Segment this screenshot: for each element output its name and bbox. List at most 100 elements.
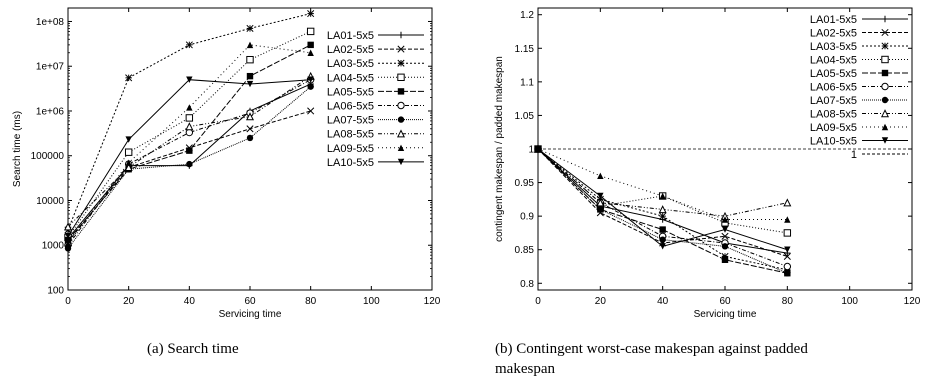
data-point: [307, 107, 315, 115]
data-point: [246, 41, 254, 49]
data-point: [124, 163, 133, 172]
legend-label: LA01-5x5: [810, 14, 857, 26]
data-point: [64, 236, 72, 244]
legend-marker: [881, 96, 889, 104]
data-point: [124, 148, 133, 156]
data-point: [597, 172, 604, 180]
x-tick-label: 100: [841, 296, 858, 307]
data-point: [186, 160, 193, 168]
data-point: [246, 125, 254, 133]
data-point: [186, 76, 193, 83]
y-tick-label: 1.05: [515, 111, 535, 122]
series-line: [537, 148, 788, 220]
data-point: [307, 49, 314, 56]
data-point: [721, 226, 729, 233]
legend-label: LA05-5x5: [327, 86, 374, 98]
legend-marker: [881, 69, 889, 77]
caption-right-line1: (b) Contingent worst-case makespan again…: [495, 341, 808, 357]
data-point: [64, 245, 72, 252]
legend-marker: [881, 42, 889, 50]
data-point: [185, 114, 194, 122]
x-tick-label: 0: [65, 296, 71, 307]
y-tick-label: 1000: [42, 241, 65, 252]
data-point: [721, 232, 729, 240]
legend-label: LA03-5x5: [327, 58, 374, 70]
y-axis-label: Search time (ms): [12, 111, 23, 187]
data-point: [784, 216, 791, 223]
legend-marker: [397, 59, 405, 67]
series-LA10-5x5: [534, 145, 791, 253]
data-point: [659, 243, 666, 250]
series-LA03-5x5: [64, 10, 315, 234]
series-LA08-5x5: [63, 71, 315, 231]
x-tick-label: 100: [363, 296, 380, 307]
y-tick-label: 1.1: [520, 77, 534, 88]
data-point: [245, 112, 255, 121]
y-axis-label: contingent makespan / padded makespan: [494, 56, 505, 242]
series-LA09-5x5: [64, 41, 314, 247]
data-point: [721, 243, 729, 250]
data-point: [185, 41, 193, 49]
legend-marker: [397, 31, 405, 39]
legend-label: LA09-5x5: [810, 122, 857, 134]
data-point: [659, 212, 667, 220]
legend-marker: [881, 55, 889, 64]
legend-marker: [881, 15, 889, 23]
x-tick-label: 0: [535, 296, 541, 307]
y-tick-label: 1.2: [520, 10, 534, 21]
legend-marker: [397, 101, 405, 110]
data-point: [659, 236, 666, 243]
legend-label: LA09-5x5: [327, 143, 374, 155]
data-point: [246, 80, 254, 88]
data-point: [185, 122, 194, 131]
x-tick-label: 40: [184, 296, 196, 307]
data-point: [597, 192, 604, 200]
x-axis-label: Servicing time: [219, 309, 282, 320]
legend-label: LA10-5x5: [810, 136, 857, 148]
legend-marker: [397, 45, 405, 53]
data-point: [307, 83, 314, 90]
data-point: [307, 41, 314, 49]
y-tick-label: 10000: [36, 196, 64, 207]
y-tick-label: 0.85: [515, 245, 535, 256]
legend-marker: [881, 137, 889, 144]
legend-label: LA02-5x5: [327, 44, 374, 56]
legend-marker: [397, 73, 405, 81]
data-point: [596, 198, 605, 207]
x-tick-label: 60: [719, 296, 731, 307]
data-point: [307, 76, 314, 83]
x-tick-label: 60: [244, 296, 256, 307]
data-point: [125, 74, 133, 82]
y-tick-label: 1e+06: [36, 106, 65, 117]
legend-marker: [396, 129, 406, 138]
x-axis-label: Servicing time: [694, 309, 757, 320]
legend-label: LA06-5x5: [327, 101, 374, 113]
x-tick-label: 120: [424, 296, 441, 307]
data-point: [186, 104, 193, 111]
legend-marker: [881, 123, 889, 131]
legend: LA01-5x5LA02-5x5LA03-5x5LA04-5x5LA05-5x5…: [810, 14, 908, 161]
y-tick-label: 1e+07: [36, 62, 65, 73]
legend-marker: [397, 144, 405, 151]
data-point: [306, 27, 315, 36]
series-LA10-5x5: [64, 76, 314, 240]
y-tick-label: 100000: [31, 151, 65, 162]
data-point: [783, 229, 792, 237]
data-point: [246, 134, 254, 142]
legend-label: LA05-5x5: [810, 68, 857, 80]
data-point: [784, 270, 791, 277]
caption-right-line2: makespan: [495, 361, 555, 377]
search-time-chart: 0 20 40 60 80 100 120 100 1000 10000 100000 1e+06 1e…: [12, 7, 441, 320]
legend-label: LA03-5x5: [810, 41, 857, 53]
x-tick-label: 20: [595, 296, 607, 307]
legend: LA01-5x5LA02-5x5LA03-5x5LA04-5x5LA05-5x5…: [327, 30, 424, 169]
caption-left: (a) Search time: [147, 341, 239, 357]
legend-label: LA10-5x5: [327, 157, 374, 169]
x-tick-label: 80: [782, 296, 794, 307]
legend-label: LA07-5x5: [327, 115, 374, 127]
x-tick-label: 40: [657, 296, 669, 307]
y-tick-label: 0.95: [515, 178, 535, 189]
data-point: [307, 10, 315, 18]
data-point: [784, 246, 791, 253]
y-tick-label: 1e+08: [36, 17, 65, 28]
